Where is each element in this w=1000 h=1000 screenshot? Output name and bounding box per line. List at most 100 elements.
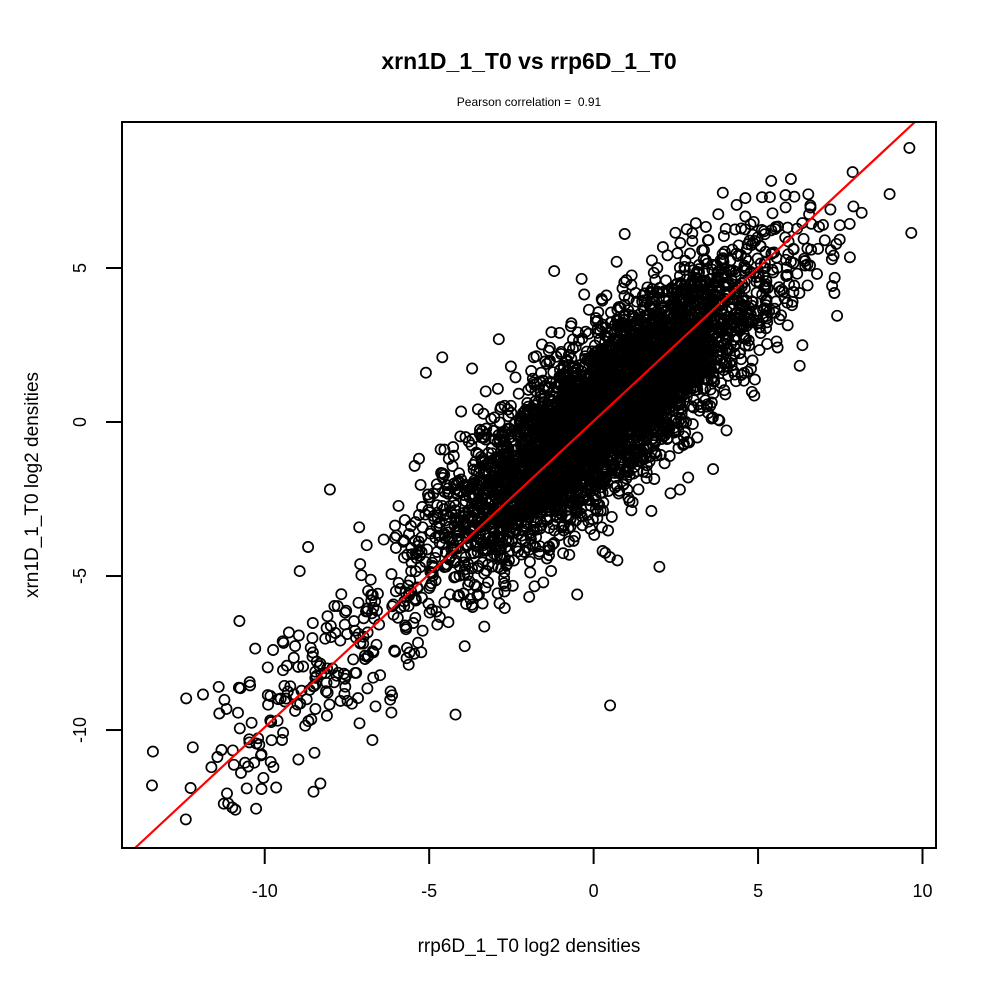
data-point xyxy=(704,383,717,396)
data-point xyxy=(686,320,699,333)
data-point xyxy=(613,301,626,314)
data-point xyxy=(292,753,305,766)
data-point xyxy=(403,587,416,600)
data-point xyxy=(504,399,517,412)
data-point xyxy=(613,446,626,459)
data-point xyxy=(369,700,382,713)
data-point xyxy=(537,576,550,589)
data-point xyxy=(663,450,676,463)
data-point xyxy=(740,320,753,333)
data-point xyxy=(715,344,727,357)
data-point xyxy=(249,642,262,655)
data-point xyxy=(601,435,614,448)
data-point xyxy=(643,450,656,463)
data-point xyxy=(398,514,411,527)
data-point xyxy=(561,383,574,395)
data-point xyxy=(438,532,451,545)
data-point xyxy=(741,365,754,378)
data-point xyxy=(763,191,776,204)
data-point xyxy=(277,726,290,739)
data-point xyxy=(735,353,748,366)
data-point xyxy=(740,263,753,276)
data-point xyxy=(758,302,771,315)
data-point xyxy=(562,371,575,384)
data-point xyxy=(496,440,509,453)
data-point xyxy=(670,396,683,409)
data-point xyxy=(590,379,603,392)
data-point xyxy=(591,460,604,472)
data-point xyxy=(787,286,800,298)
data-point xyxy=(679,344,692,356)
data-point xyxy=(632,483,645,496)
data-point xyxy=(405,585,418,598)
data-point xyxy=(696,244,709,257)
data-point xyxy=(547,518,560,531)
data-point xyxy=(425,603,438,616)
data-point xyxy=(675,416,688,429)
data-point xyxy=(366,734,379,747)
data-point xyxy=(500,522,513,535)
data-point xyxy=(240,782,253,795)
data-point xyxy=(623,457,636,470)
data-point xyxy=(551,492,564,504)
data-point xyxy=(632,384,644,397)
data-point xyxy=(582,327,595,340)
data-point xyxy=(615,439,628,452)
data-point xyxy=(699,220,712,233)
data-point xyxy=(478,620,491,633)
data-point xyxy=(797,232,810,245)
data-point xyxy=(366,589,379,601)
data-point xyxy=(495,537,508,550)
data-point xyxy=(596,349,609,362)
data-point xyxy=(729,330,742,343)
data-point xyxy=(796,339,809,352)
data-point xyxy=(720,357,733,369)
data-point xyxy=(385,706,398,719)
data-point xyxy=(593,498,606,511)
data-point xyxy=(552,391,565,404)
data-point xyxy=(781,269,794,281)
data-point xyxy=(262,698,275,711)
data-point xyxy=(276,635,289,648)
data-point xyxy=(499,517,511,530)
data-point xyxy=(691,320,704,333)
data-point xyxy=(392,499,405,512)
data-point xyxy=(696,346,709,359)
data-point xyxy=(431,618,444,631)
data-point xyxy=(197,688,209,701)
data-point xyxy=(402,658,415,671)
data-point xyxy=(541,496,554,509)
data-point xyxy=(625,315,638,328)
data-point xyxy=(492,333,505,346)
data-point xyxy=(779,201,792,214)
data-point xyxy=(787,243,800,256)
data-point xyxy=(245,716,258,729)
data-point xyxy=(748,373,761,386)
data-point xyxy=(476,597,489,610)
data-point xyxy=(447,441,460,454)
data-point xyxy=(578,288,591,301)
data-point xyxy=(397,534,410,547)
data-point xyxy=(569,514,582,527)
data-point xyxy=(712,208,725,221)
data-point xyxy=(758,228,771,241)
data-point xyxy=(520,425,533,438)
data-point xyxy=(784,173,797,185)
data-point xyxy=(673,483,686,496)
data-point xyxy=(768,246,780,259)
data-point xyxy=(739,210,752,223)
data-point xyxy=(830,237,843,250)
chart-title: xrn1D_1_T0 vs rrp6D_1_T0 xyxy=(381,48,677,74)
data-point xyxy=(505,406,518,419)
data-point xyxy=(465,480,478,493)
data-point xyxy=(499,448,512,461)
data-point xyxy=(422,597,435,610)
data-point xyxy=(602,454,615,467)
data-point xyxy=(646,432,659,445)
data-point xyxy=(455,473,468,486)
data-point xyxy=(750,275,763,288)
data-point xyxy=(389,645,402,658)
data-point xyxy=(494,531,507,544)
data-point xyxy=(477,431,490,444)
